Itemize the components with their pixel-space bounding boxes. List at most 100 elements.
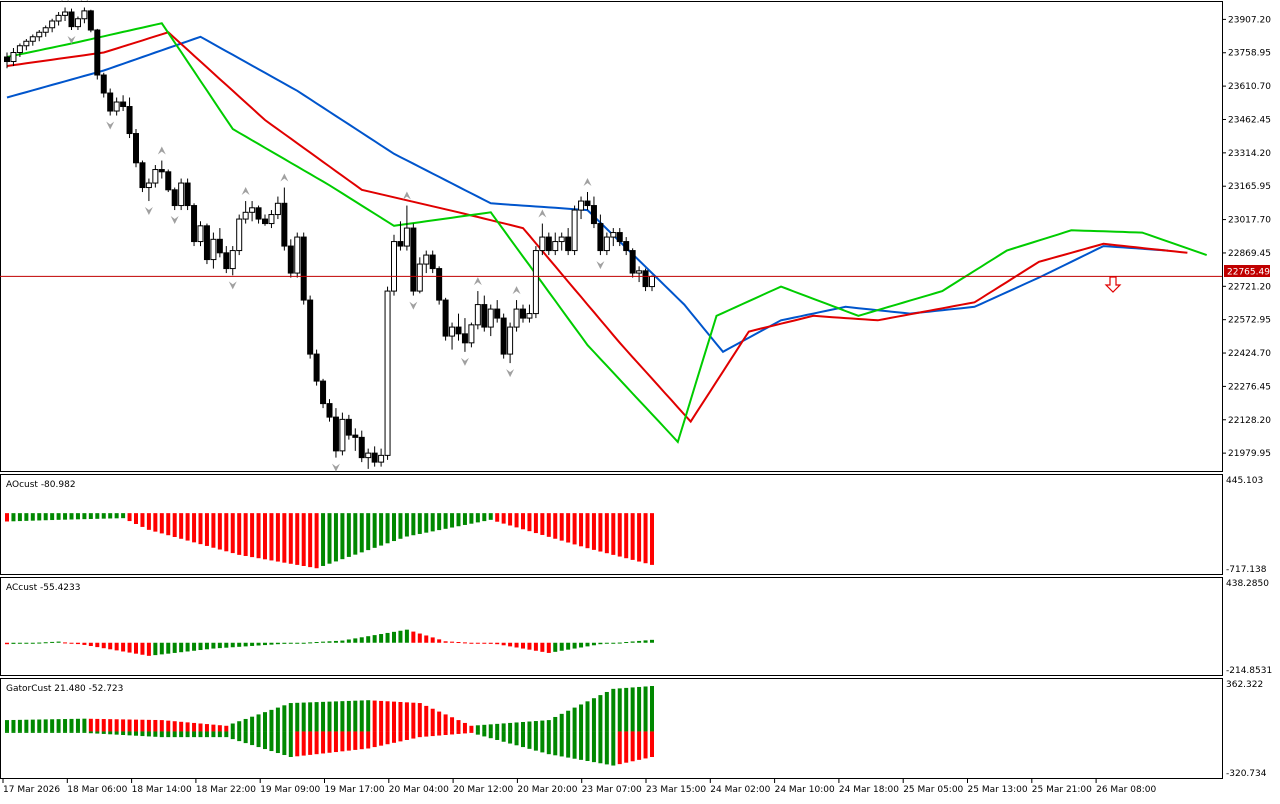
gator-lower-bar bbox=[269, 731, 274, 752]
candle-body bbox=[255, 207, 262, 220]
candle-body bbox=[494, 308, 501, 319]
gator-upper-bar bbox=[295, 702, 300, 732]
ac-bar bbox=[514, 642, 519, 648]
candle-body bbox=[532, 250, 539, 315]
ac-bar bbox=[430, 637, 435, 643]
ao-bar bbox=[301, 513, 306, 567]
gator-lower-bar bbox=[398, 731, 403, 742]
ao-bar bbox=[121, 513, 126, 519]
ac-bar bbox=[288, 642, 293, 644]
gator-lower-bar bbox=[372, 731, 377, 748]
ao-bar bbox=[572, 513, 577, 545]
candle bbox=[268, 210, 275, 229]
gator-upper-bar bbox=[630, 687, 635, 732]
ao-bar bbox=[224, 513, 229, 552]
ao-bar bbox=[30, 513, 35, 521]
ao-bar bbox=[508, 513, 513, 526]
last-price-label: 22765.49 bbox=[1224, 265, 1270, 278]
gator-lower-bar bbox=[411, 731, 416, 739]
candle-body bbox=[313, 353, 320, 382]
ao-pane[interactable]: AOcust -80.982 445.103 -717.138 bbox=[0, 474, 1267, 576]
ao-bar bbox=[37, 513, 42, 521]
gator-upper-bar bbox=[282, 705, 287, 732]
candle-body bbox=[332, 416, 339, 452]
ao-bar bbox=[230, 513, 235, 554]
ao-bar bbox=[566, 513, 571, 543]
fractal-up-arrow bbox=[512, 286, 521, 295]
candle-body bbox=[203, 225, 210, 261]
gator-upper-bar bbox=[417, 703, 422, 732]
gator-lower-bar bbox=[443, 731, 448, 736]
fractal-arrows bbox=[61, 0, 605, 483]
ac-bar bbox=[114, 642, 119, 651]
price-tick-label: 22424.70 bbox=[1228, 349, 1271, 359]
gator-lower-bar bbox=[450, 731, 455, 735]
ao-bar bbox=[140, 513, 145, 527]
price-tick-label: 22128.20 bbox=[1228, 416, 1271, 426]
fractal-down-arrow bbox=[596, 261, 605, 270]
candle bbox=[545, 232, 552, 256]
ao-bar bbox=[630, 513, 635, 560]
ao-bar bbox=[63, 513, 68, 520]
gator-pane[interactable]: GatorCust 21.480 -52.723 362.322 -320.73… bbox=[0, 678, 1267, 780]
gator-lower-bar bbox=[572, 731, 577, 759]
candle-body bbox=[403, 227, 410, 247]
gator-lower-bar bbox=[69, 731, 74, 733]
price-tick-label: 22869.45 bbox=[1228, 249, 1271, 259]
gator-upper-bar bbox=[372, 700, 377, 732]
last-price-value: 22765.49 bbox=[1227, 268, 1270, 278]
ao-bar bbox=[430, 513, 435, 532]
ao-bar bbox=[598, 513, 603, 552]
candle-body bbox=[461, 333, 468, 344]
candle bbox=[352, 428, 359, 451]
ac-bar bbox=[508, 642, 513, 647]
gator-lower-bar bbox=[379, 731, 384, 746]
gator-upper-bar bbox=[153, 719, 158, 732]
gator-lower-bar bbox=[314, 731, 319, 755]
ac-bar bbox=[88, 642, 93, 647]
main-pane[interactable]: 23907.20 23758.95 23610.70 23462.45 23314.20… bbox=[0, 0, 1271, 483]
gator-lower-bar bbox=[63, 731, 68, 733]
candle bbox=[171, 187, 178, 211]
candle-body bbox=[410, 227, 417, 292]
gator-upper-bar bbox=[527, 721, 532, 732]
price-tick-label: 23165.95 bbox=[1228, 182, 1271, 192]
ac-bar bbox=[624, 642, 629, 644]
ac-pane[interactable]: ACcust -55.4233 438.2850 -214.8531 bbox=[0, 577, 1273, 677]
gator-upper-bar bbox=[69, 718, 74, 732]
gator-lower-bar bbox=[24, 731, 29, 733]
candle bbox=[178, 178, 185, 211]
gator-lower-bar bbox=[591, 731, 596, 763]
gator-upper-bar bbox=[314, 702, 319, 732]
ac-ymin-label: -214.8531 bbox=[1226, 666, 1272, 676]
gator-upper-bar bbox=[204, 724, 209, 732]
candle-body bbox=[455, 326, 462, 335]
gator-lower-bar bbox=[224, 731, 229, 738]
ac-bar bbox=[24, 642, 29, 644]
gator-lower-bar bbox=[179, 731, 184, 738]
gator-upper-bar bbox=[475, 725, 480, 732]
gator-upper-bar bbox=[172, 721, 177, 732]
ac-bar bbox=[50, 641, 55, 643]
ac-bar bbox=[604, 642, 609, 644]
gator-lower-bar bbox=[359, 731, 364, 750]
gator-lower-bar bbox=[333, 731, 338, 753]
ao-bar bbox=[475, 513, 480, 523]
ao-bar bbox=[166, 513, 171, 536]
time-tick-label: 24 Mar 02:00 bbox=[710, 785, 770, 795]
gator-lower-bar bbox=[392, 731, 396, 743]
gator-lower-bar bbox=[637, 731, 642, 760]
candle-body bbox=[100, 74, 107, 94]
candle bbox=[358, 430, 365, 463]
ao-bar bbox=[5, 513, 9, 522]
candle bbox=[410, 223, 417, 296]
candle bbox=[616, 228, 623, 247]
ac-bar bbox=[417, 633, 422, 643]
ac-bar bbox=[172, 642, 177, 653]
candle bbox=[532, 246, 539, 319]
ac-bar bbox=[204, 642, 209, 650]
gator-lower-bar bbox=[417, 731, 422, 738]
time-tick-label: 18 Mar 14:00 bbox=[132, 785, 192, 795]
gator-lower-bar bbox=[134, 731, 138, 736]
